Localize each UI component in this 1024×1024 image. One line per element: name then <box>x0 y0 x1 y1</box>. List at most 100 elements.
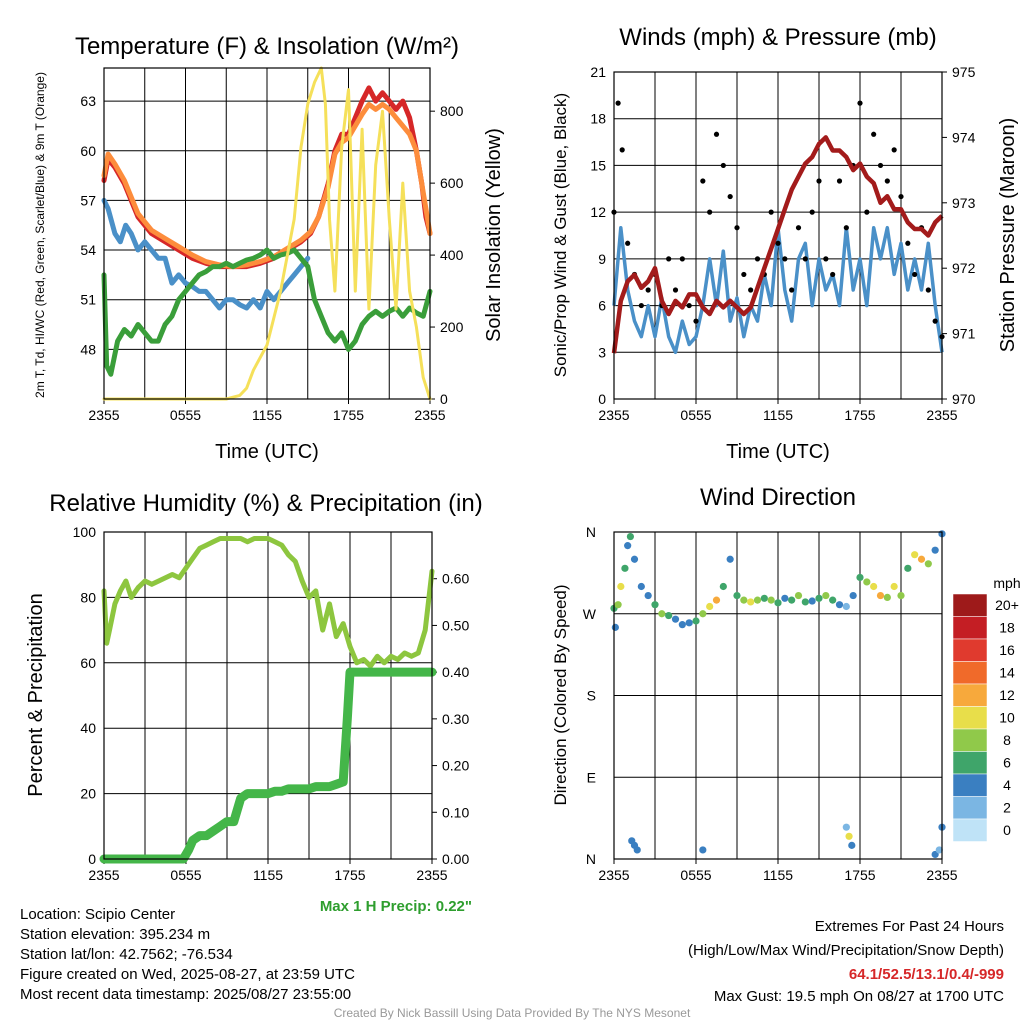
direction-point <box>633 846 641 854</box>
direction-point <box>740 596 748 604</box>
direction-point <box>706 602 714 611</box>
direction-point <box>835 601 844 609</box>
x-tick-label: 2355 <box>88 867 119 883</box>
y-axis-title: Direction (Colored By Speed) <box>551 584 570 805</box>
direction-point <box>801 598 809 606</box>
series-line-1 <box>101 536 435 669</box>
y-axis-title: 2m T, Td, HI/WC (Red, Green, Scarlet/Blu… <box>33 72 47 398</box>
gust-point <box>645 287 651 293</box>
direction-point <box>678 621 686 629</box>
direction-point <box>935 846 943 854</box>
colorbar-swatch <box>952 818 988 842</box>
gust-point <box>823 256 829 262</box>
direction-point <box>788 596 796 604</box>
y-tick-label: 6 <box>598 298 606 314</box>
colorbar-swatch <box>952 683 988 707</box>
extremes-subheading: (High/Low/Max Wind/Precipitation/Snow De… <box>688 942 1004 959</box>
y-tick-label: 21 <box>590 64 606 80</box>
direction-point <box>733 591 741 600</box>
direction-point <box>624 542 632 550</box>
gust-point <box>864 209 870 215</box>
gust-point <box>898 193 904 200</box>
colorbar-swatch <box>952 751 988 775</box>
series-line-4 <box>101 247 433 377</box>
x-tick-label: 1755 <box>333 407 364 423</box>
gust-point <box>700 178 706 184</box>
y-tick-label: 9 <box>598 251 606 267</box>
gust-point <box>871 131 877 137</box>
y-right-tick-label: 0 <box>440 391 448 407</box>
direction-point <box>815 594 823 602</box>
direction-point <box>747 598 755 606</box>
credit-line: Created By Nick Bassill Using Data Provi… <box>333 1006 691 1020</box>
colorbar-label: 20+ <box>995 597 1019 613</box>
direction-point <box>849 591 857 600</box>
y-right-tick-label: 970 <box>952 391 976 407</box>
gust-point <box>619 147 625 153</box>
gust-point <box>741 271 747 278</box>
gust-point <box>707 209 713 215</box>
gust-point <box>789 287 795 293</box>
colorbar-swatch <box>952 773 988 797</box>
colorbar-label: 16 <box>999 642 1015 658</box>
y-tick-label: 63 <box>80 93 96 109</box>
y-tick-label: E <box>587 769 596 785</box>
x-tick-label: 2355 <box>926 407 957 423</box>
gust-point <box>884 178 890 184</box>
direction-point <box>794 591 803 600</box>
direction-point <box>621 564 629 572</box>
direction-point <box>617 582 625 591</box>
x-tick-label: 1155 <box>763 407 793 423</box>
series-line-3 <box>611 135 944 354</box>
gust-point <box>795 225 802 231</box>
x-tick-label: 1755 <box>334 867 365 883</box>
figure-created: Figure created on Wed, 2025-08-27, at 23… <box>20 966 355 983</box>
y-tick-label: 48 <box>80 341 96 357</box>
direction-point <box>685 619 693 627</box>
direction-point <box>665 611 673 620</box>
y-tick-label: 80 <box>80 589 96 605</box>
colorbar-label: 14 <box>999 665 1015 681</box>
x-tick-label: 0555 <box>680 867 711 883</box>
chart-title: Temperature (F) & Insolation (W/m²) <box>75 33 459 60</box>
gust-point <box>816 178 822 184</box>
gust-point <box>713 131 720 137</box>
x-tick-label: 2355 <box>598 867 629 883</box>
series-line-5 <box>102 66 432 401</box>
y-right-tick-label: 971 <box>952 326 976 342</box>
y-right-tick-label: 0.50 <box>442 617 469 633</box>
gust-point <box>891 147 897 153</box>
direction-point <box>845 832 853 840</box>
direction-point <box>842 823 850 831</box>
direction-point <box>614 601 622 609</box>
y-tick-label: 60 <box>80 143 96 159</box>
station-latlon: Station lat/lon: 42.7562; -76.534 <box>20 946 233 963</box>
y-right-tick-label: 0.10 <box>442 804 469 820</box>
y-axis-title: Sonic/Prop Wind & Gust (Blue, Black) <box>551 93 570 377</box>
colorbar-label: 10 <box>999 710 1015 726</box>
gust-point <box>679 256 685 262</box>
x-tick-label: 0555 <box>170 407 201 423</box>
direction-point <box>863 578 871 586</box>
direction-point <box>699 610 707 618</box>
direction-point <box>692 617 700 625</box>
extremes-heading: Extremes For Past 24 Hours <box>814 918 1004 935</box>
x-axis-title: Time (UTC) <box>215 441 319 463</box>
gust-point <box>754 256 761 262</box>
chart-title: Winds (mph) & Pressure (mb) <box>619 24 936 51</box>
direction-point <box>637 582 645 591</box>
gust-point <box>775 240 781 246</box>
direction-point <box>822 591 830 600</box>
x-tick-label: 1755 <box>844 407 875 423</box>
direction-point <box>911 551 919 559</box>
colorbar-label: 4 <box>1003 777 1011 793</box>
y-tick-label: 60 <box>80 655 96 671</box>
y-right-tick-label: 0.00 <box>442 851 469 867</box>
y-right-tick-label: 0.30 <box>442 711 469 727</box>
y-right-tick-label: 0.40 <box>442 664 469 680</box>
direction-point <box>808 597 816 605</box>
y-tick-label: 3 <box>598 344 606 360</box>
x-tick-label: 2355 <box>926 867 957 883</box>
max-gust: Max Gust: 19.5 mph On 08/27 at 1700 UTC <box>713 988 1004 1005</box>
extremes-values: 64.1/52.5/13.1/0.4/-999 <box>848 966 1004 983</box>
